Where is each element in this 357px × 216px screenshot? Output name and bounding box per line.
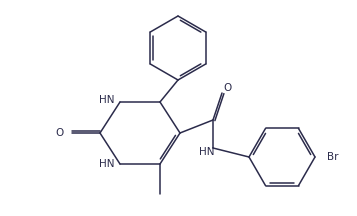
Text: HN: HN: [99, 159, 115, 169]
Text: O: O: [224, 83, 232, 93]
Text: HN: HN: [99, 95, 115, 105]
Text: HN: HN: [199, 147, 215, 157]
Text: Br: Br: [327, 152, 339, 162]
Text: O: O: [56, 128, 64, 138]
